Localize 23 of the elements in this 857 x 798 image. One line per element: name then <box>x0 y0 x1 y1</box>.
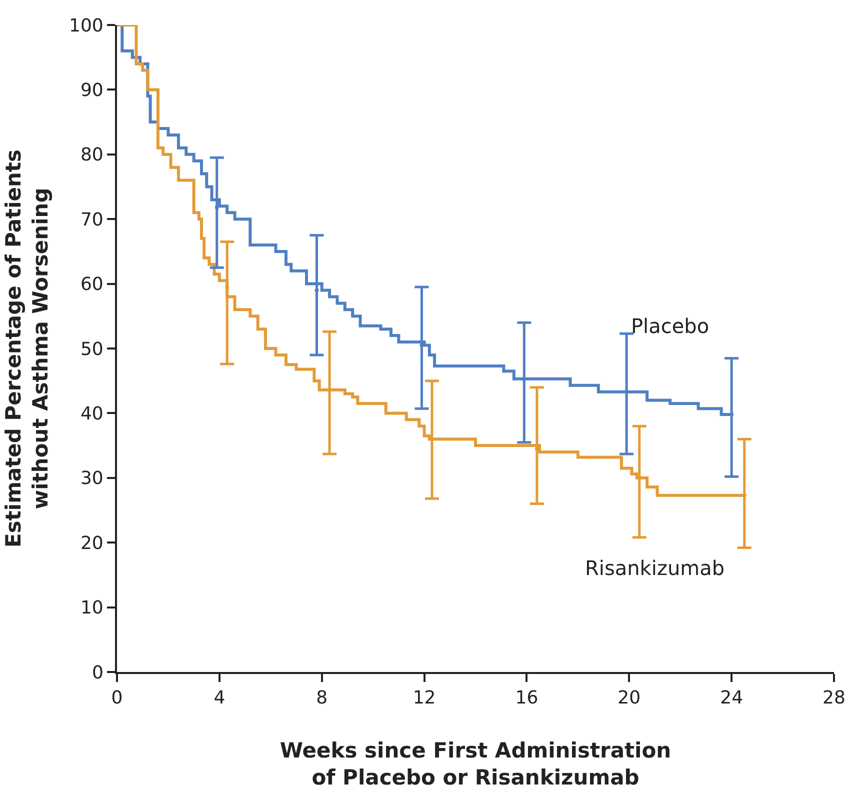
x-tick-label: 12 <box>412 688 436 709</box>
x-tick-label: 24 <box>720 688 744 709</box>
y-tick-label: 20 <box>80 532 104 554</box>
y-tick-label: 100 <box>69 15 104 36</box>
y-tick-label: 0 <box>92 662 104 684</box>
annotation: Placebo <box>631 314 710 338</box>
y-axis-title: Estimated Percentage of Patients without Asthma Worsening <box>1 149 53 548</box>
x-tick-label: 8 <box>316 688 328 709</box>
x-tick-label: 20 <box>618 688 641 709</box>
x-tick-label: 0 <box>111 688 123 709</box>
y-tick-label: 80 <box>80 144 104 166</box>
x-axis-title: Weeks since First Administration of Placebo or Risankizumab <box>280 738 672 790</box>
y-tick-label: 60 <box>80 274 104 296</box>
y-tick-label: 10 <box>80 598 104 619</box>
y-tick-label: 90 <box>80 80 104 101</box>
x-tick-label: 28 <box>822 688 846 709</box>
annotation: Risankizumab <box>585 556 725 580</box>
x-tick-label: 16 <box>515 688 538 709</box>
y-tick-label: 40 <box>80 404 104 424</box>
y-tick-label: 70 <box>80 209 104 230</box>
y-tick-label: 30 <box>80 468 104 490</box>
y-tick-label: 50 <box>80 338 104 360</box>
x-tick-label: 4 <box>214 688 226 709</box>
